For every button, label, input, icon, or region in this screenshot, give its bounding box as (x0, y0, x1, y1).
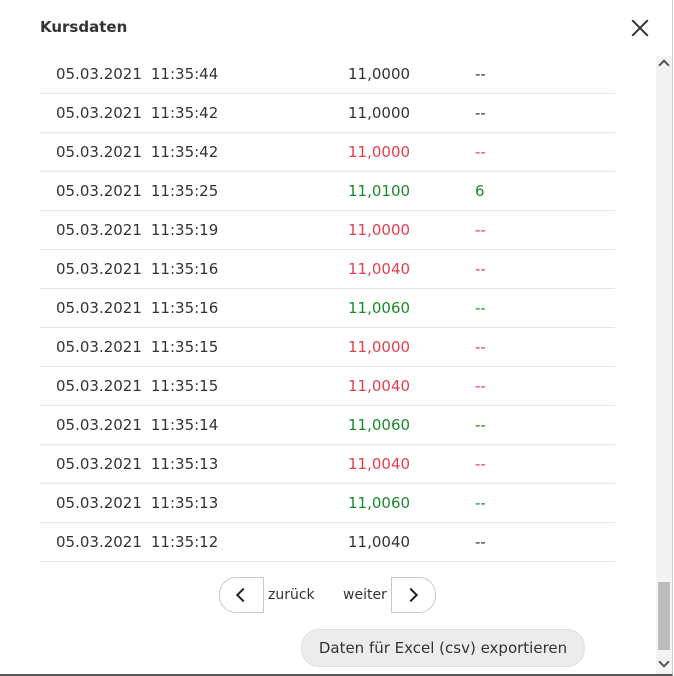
row-price: 11,0040 (348, 377, 411, 395)
row-time: 11:35:13 (150, 455, 219, 473)
row-time: 11:35:25 (150, 182, 219, 200)
scroll-up-icon[interactable] (658, 59, 670, 71)
table-row: 05.03.2021 11:35:42 11,0000 -- (40, 133, 615, 172)
price-list: 05.03.2021 11:35:44 11,0000 -- 05.03.2021 11:… (40, 55, 615, 562)
row-volume: -- (475, 455, 486, 473)
row-volume: -- (475, 377, 486, 395)
row-volume: -- (475, 65, 486, 83)
row-time: 11:35:44 (150, 65, 219, 83)
row-time: 11:35:19 (150, 221, 219, 239)
row-price: 11,0040 (348, 260, 411, 278)
table-row: 05.03.2021 11:35:16 11,0040 -- (40, 250, 615, 289)
row-volume: -- (475, 338, 486, 356)
row-date: 05.03.2021 (56, 182, 142, 200)
row-price: 11,0060 (348, 494, 411, 512)
table-row: 05.03.2021 11:35:13 11,0060 -- (40, 484, 615, 523)
row-price: 11,0000 (348, 221, 411, 239)
row-datetime: 05.03.2021 11:35:15 (56, 338, 218, 356)
row-time: 11:35:15 (150, 377, 219, 395)
row-date: 05.03.2021 (56, 104, 142, 122)
row-date: 05.03.2021 (56, 65, 142, 83)
table-row: 05.03.2021 11:35:15 11,0040 -- (40, 367, 615, 406)
row-date: 05.03.2021 (56, 416, 142, 434)
row-datetime: 05.03.2021 11:35:16 (56, 299, 218, 317)
row-price: 11,0040 (348, 533, 411, 551)
row-volume: -- (475, 299, 486, 317)
table-row: 05.03.2021 11:35:16 11,0060 -- (40, 289, 615, 328)
chevron-left-icon (235, 587, 251, 603)
row-datetime: 05.03.2021 11:35:44 (56, 65, 218, 83)
row-time: 11:35:16 (150, 299, 219, 317)
row-datetime: 05.03.2021 11:35:15 (56, 377, 218, 395)
row-volume: -- (475, 221, 486, 239)
row-volume: -- (475, 533, 486, 551)
table-row: 05.03.2021 11:35:15 11,0000 -- (40, 328, 615, 367)
row-time: 11:35:16 (150, 260, 219, 278)
row-date: 05.03.2021 (56, 377, 142, 395)
row-datetime: 05.03.2021 11:35:42 (56, 143, 218, 161)
next-page-button[interactable] (391, 577, 436, 613)
row-price: 11,0000 (348, 104, 411, 122)
row-price: 11,0000 (348, 143, 411, 161)
row-volume: -- (475, 260, 486, 278)
export-csv-button[interactable]: Daten für Excel (csv) exportieren (301, 629, 585, 667)
scroll-down-icon[interactable] (658, 656, 670, 668)
table-row: 05.03.2021 11:35:12 11,0040 -- (40, 523, 615, 562)
scrollbar[interactable] (656, 56, 672, 674)
row-time: 11:35:15 (150, 338, 219, 356)
row-volume: -- (475, 416, 486, 434)
row-date: 05.03.2021 (56, 338, 142, 356)
row-volume: -- (475, 143, 486, 161)
row-date: 05.03.2021 (56, 494, 142, 512)
row-datetime: 05.03.2021 11:35:12 (56, 533, 218, 551)
row-price: 11,0000 (348, 338, 411, 356)
row-datetime: 05.03.2021 11:35:16 (56, 260, 218, 278)
row-datetime: 05.03.2021 11:35:19 (56, 221, 218, 239)
row-time: 11:35:13 (150, 494, 219, 512)
row-date: 05.03.2021 (56, 221, 142, 239)
row-time: 11:35:14 (150, 416, 219, 434)
chevron-right-icon (403, 587, 419, 603)
close-icon[interactable] (628, 16, 652, 40)
row-time: 11:35:42 (150, 104, 219, 122)
next-page-label[interactable]: weiter (343, 587, 387, 603)
table-row: 05.03.2021 11:35:13 11,0040 -- (40, 445, 615, 484)
row-date: 05.03.2021 (56, 260, 142, 278)
row-datetime: 05.03.2021 11:35:25 (56, 182, 218, 200)
dialog-title: Kursdaten (40, 18, 128, 36)
row-datetime: 05.03.2021 11:35:14 (56, 416, 218, 434)
row-datetime: 05.03.2021 11:35:13 (56, 455, 218, 473)
row-price: 11,0040 (348, 455, 411, 473)
table-row: 05.03.2021 11:35:44 11,0000 -- (40, 55, 615, 94)
row-price: 11,0000 (348, 65, 411, 83)
table-row: 05.03.2021 11:35:42 11,0000 -- (40, 94, 615, 133)
row-datetime: 05.03.2021 11:35:42 (56, 104, 218, 122)
row-date: 05.03.2021 (56, 299, 142, 317)
row-date: 05.03.2021 (56, 533, 142, 551)
row-volume: 6 (475, 182, 485, 200)
prev-page-button[interactable] (219, 577, 264, 613)
row-datetime: 05.03.2021 11:35:13 (56, 494, 218, 512)
row-volume: -- (475, 494, 486, 512)
scrollbar-thumb[interactable] (658, 582, 670, 650)
row-time: 11:35:12 (150, 533, 219, 551)
row-price: 11,0060 (348, 416, 411, 434)
row-price: 11,0100 (348, 182, 411, 200)
row-time: 11:35:42 (150, 143, 219, 161)
row-date: 05.03.2021 (56, 143, 142, 161)
table-row: 05.03.2021 11:35:14 11,0060 -- (40, 406, 615, 445)
row-volume: -- (475, 104, 486, 122)
row-date: 05.03.2021 (56, 455, 142, 473)
table-row: 05.03.2021 11:35:19 11,0000 -- (40, 211, 615, 250)
prev-page-label[interactable]: zurück (268, 587, 315, 603)
row-price: 11,0060 (348, 299, 411, 317)
table-row: 05.03.2021 11:35:25 11,0100 6 (40, 172, 615, 211)
